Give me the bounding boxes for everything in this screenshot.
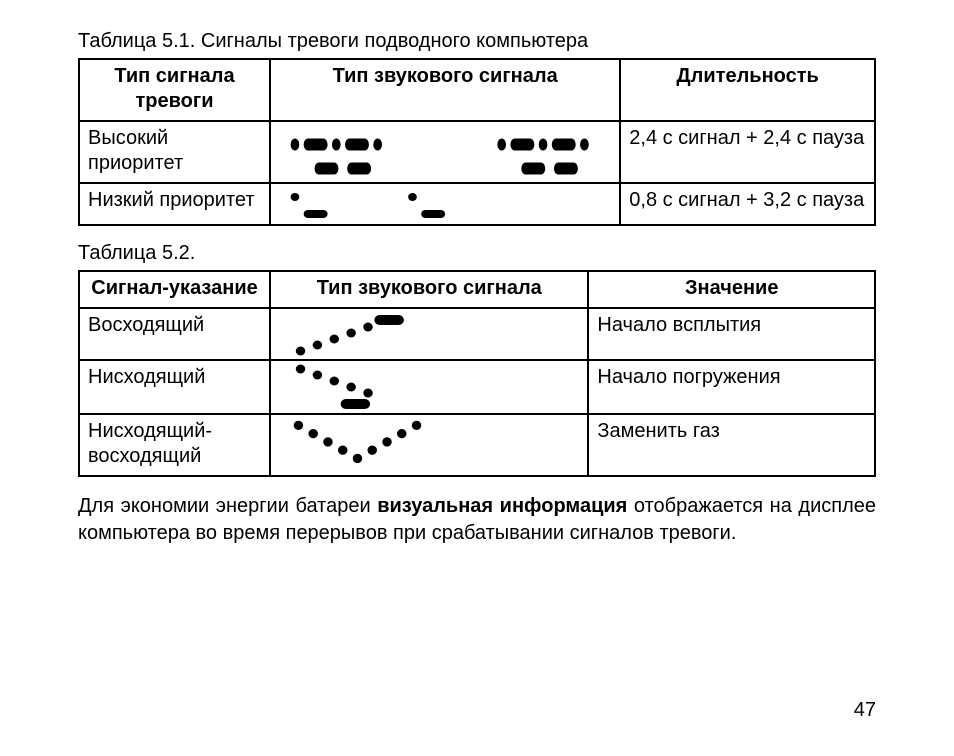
table2-sound-pattern	[270, 308, 588, 360]
para-bold: визуальная информация	[377, 495, 627, 517]
table2-header-row: Сигнал-указание Тип звукового сигнала Зн…	[79, 271, 875, 308]
body-paragraph: Для экономии энергии батареи визуальная …	[78, 493, 876, 547]
table1-duration: 2,4 с сигнал + 2,4 с пауза	[620, 121, 875, 183]
table1-duration: 0,8 с сигнал + 3,2 с пауза	[620, 183, 875, 225]
table2-sound-pattern	[270, 360, 588, 414]
table1-header-row: Тип сигнала трево­ги Тип звукового сигна…	[79, 59, 875, 121]
para-pre: Для экономии энергии батареи	[78, 495, 377, 517]
table1-col1: Тип звукового сигнала	[270, 59, 620, 121]
page-number: 47	[854, 699, 876, 722]
table1-sound-pattern	[270, 183, 620, 225]
table2-row: Восходящий Начало всплытия	[79, 308, 875, 360]
table1-alarm-type: Низкий приоритет	[79, 183, 270, 225]
table1-sound-pattern	[270, 121, 620, 183]
table2: Сигнал-указание Тип звукового сигнала Зн…	[78, 270, 876, 477]
sound-pattern-high	[271, 122, 619, 182]
table2-col0: Сигнал-указание	[79, 271, 270, 308]
table2-indication: Нисходящий-восходящий	[79, 414, 270, 476]
sound-pattern-down-up	[271, 415, 587, 475]
table2-row: Нисходящий Начало погружения	[79, 360, 875, 414]
table2-sound-pattern	[270, 414, 588, 476]
table2-indication: Нисходящий	[79, 360, 270, 414]
table2-caption: Таблица 5.2.	[78, 240, 876, 266]
table2-col1: Тип звукового сигнала	[270, 271, 588, 308]
page: Таблица 5.1. Сигналы тревоги подводного …	[0, 0, 954, 756]
table2-col2: Значение	[588, 271, 875, 308]
sound-pattern-down	[271, 361, 587, 413]
table1-caption: Таблица 5.1. Сигналы тревоги подводного …	[78, 28, 876, 54]
table2-meaning: Заменить газ	[588, 414, 875, 476]
table1-row: Высокий приоритет 2,4 с сигнал + 2,4 с п…	[79, 121, 875, 183]
table1-col0: Тип сигнала трево­ги	[79, 59, 270, 121]
table2-row: Нисходящий-восходящий Заменить газ	[79, 414, 875, 476]
table2-meaning: Начало погружения	[588, 360, 875, 414]
table2-indication: Восходящий	[79, 308, 270, 360]
table1: Тип сигнала трево­ги Тип звукового сигна…	[78, 58, 876, 226]
table2-meaning: Начало всплытия	[588, 308, 875, 360]
table1-row: Низкий приоритет 0,8 с сигнал + 3,2 с па…	[79, 183, 875, 225]
table1-col2: Длительность	[620, 59, 875, 121]
table1-alarm-type: Высокий приоритет	[79, 121, 270, 183]
sound-pattern-up	[271, 309, 587, 359]
sound-pattern-low	[271, 184, 619, 224]
